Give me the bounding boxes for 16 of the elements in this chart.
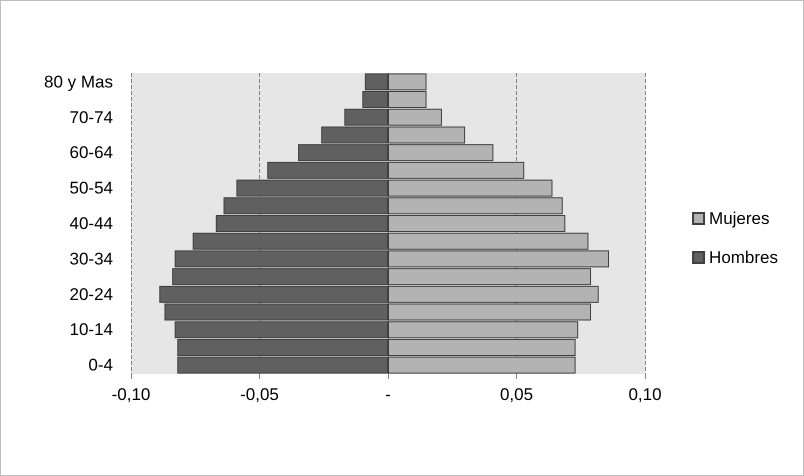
y-tick-label: 60-64 <box>70 143 113 162</box>
x-tick-label: - <box>385 385 391 404</box>
legend-label: Mujeres <box>709 209 770 228</box>
x-tick-label: -0,05 <box>240 385 279 404</box>
x-tick-label: -0,10 <box>112 385 150 404</box>
y-tick-label: 20-24 <box>70 284 113 304</box>
legend-label: Hombres <box>709 248 778 267</box>
x-tick-label: 0,05 <box>500 385 534 404</box>
x-tick-label: 0,10 <box>628 385 662 404</box>
y-tick-label: 70-74 <box>70 108 113 127</box>
y-tick-label: 50-54 <box>70 178 113 198</box>
y-tick-label: 30-34 <box>70 249 113 268</box>
y-tick-label: 0-4 <box>88 356 113 375</box>
y-tick-label: 40-44 <box>70 214 113 233</box>
y-tick-label: 80 y Mas <box>44 72 113 92</box>
y-tick-label: 10-14 <box>70 320 113 340</box>
